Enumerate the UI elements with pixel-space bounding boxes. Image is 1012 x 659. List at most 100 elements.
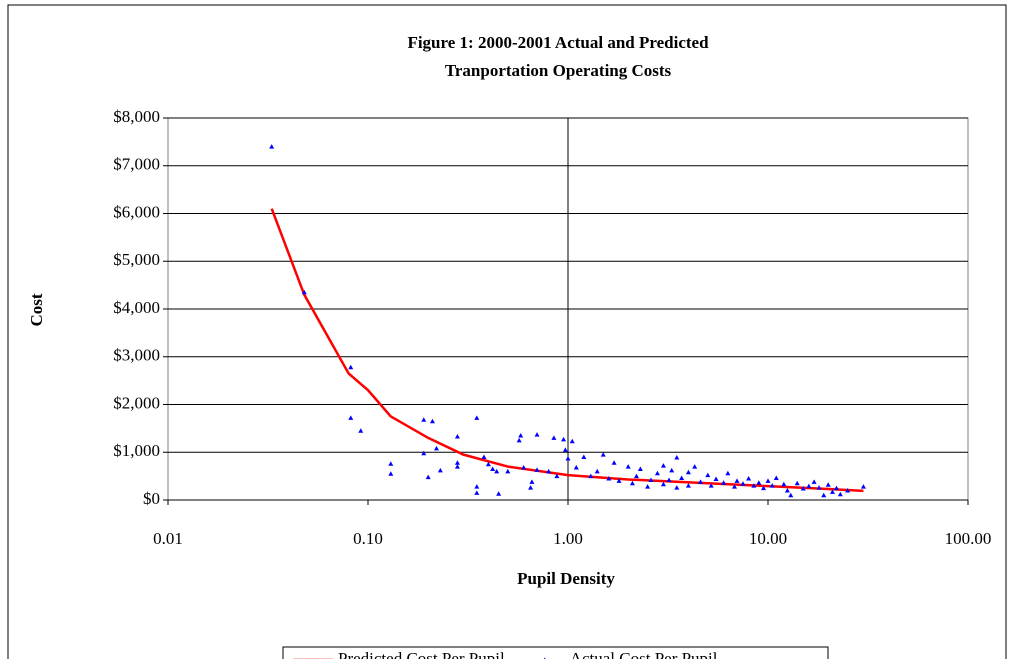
scatter-point bbox=[773, 475, 779, 481]
scatter-point bbox=[800, 486, 806, 491]
legend-label: Predicted Cost Per Pupil bbox=[338, 649, 505, 659]
scatter-point bbox=[546, 468, 552, 474]
scatter-point bbox=[588, 473, 594, 479]
scatter-point bbox=[654, 470, 660, 476]
scatter-point bbox=[454, 464, 460, 469]
scatter-point bbox=[692, 464, 698, 469]
scatter-point bbox=[833, 485, 839, 491]
scatter-point bbox=[474, 490, 480, 495]
scatter-point bbox=[516, 437, 522, 443]
scatter-point bbox=[811, 479, 817, 484]
scatter-point bbox=[600, 452, 606, 457]
chart-title: Figure 1: 2000-2001 Actual and Predicted bbox=[407, 33, 709, 52]
y-tick-label: $3,000 bbox=[113, 346, 160, 365]
scatter-point bbox=[751, 483, 757, 488]
scatter-point bbox=[669, 467, 675, 473]
scatter-point bbox=[708, 483, 714, 488]
scatter-point bbox=[562, 447, 568, 452]
scatter-point bbox=[494, 468, 500, 474]
scatter-point bbox=[301, 289, 307, 295]
y-tick-label: $8,000 bbox=[113, 107, 160, 126]
scatter-point bbox=[740, 481, 746, 486]
scatter-point bbox=[756, 480, 762, 485]
y-tick-label: $2,000 bbox=[113, 393, 160, 412]
scatter-point bbox=[821, 492, 827, 498]
scatter-point bbox=[660, 463, 666, 468]
scatter-point bbox=[454, 433, 460, 439]
scatter-point bbox=[837, 491, 843, 497]
scatter-point bbox=[660, 481, 666, 487]
y-axis-label: Cost bbox=[27, 293, 46, 326]
scatter-point bbox=[474, 415, 480, 420]
x-tick-label: 0.01 bbox=[153, 529, 183, 548]
legend-box bbox=[282, 646, 829, 659]
y-tick-label: $6,000 bbox=[113, 202, 160, 221]
scatter-point bbox=[554, 473, 560, 479]
scatter-point bbox=[358, 428, 364, 433]
scatter-point bbox=[685, 469, 691, 475]
scatter-point bbox=[534, 432, 540, 437]
scatter-point bbox=[454, 460, 460, 465]
scatter-point bbox=[348, 415, 354, 420]
scatter-point bbox=[679, 475, 685, 481]
scatter-point bbox=[429, 418, 435, 424]
scatter-point bbox=[388, 471, 394, 476]
scatter-point bbox=[518, 433, 524, 438]
chart-title: Tranportation Operating Costs bbox=[445, 61, 672, 80]
scatter-point bbox=[769, 483, 775, 488]
scatter-point bbox=[481, 454, 487, 460]
scatter-point bbox=[725, 470, 731, 476]
scatter-point bbox=[734, 478, 740, 483]
x-tick-label: 10.00 bbox=[749, 529, 787, 548]
scatter-point bbox=[637, 466, 643, 471]
scatter-point bbox=[806, 483, 812, 489]
scatter-point bbox=[581, 454, 587, 460]
scatter-point bbox=[829, 489, 835, 494]
scatter-point bbox=[594, 468, 600, 474]
y-tick-label: $7,000 bbox=[113, 155, 160, 174]
predicted-line bbox=[270, 208, 864, 493]
scatter-point bbox=[825, 482, 831, 487]
legend-label: Actual Cost Per Pupil bbox=[570, 649, 718, 659]
scatter-point bbox=[388, 461, 394, 466]
scatter-point bbox=[490, 466, 496, 471]
scatter-point bbox=[788, 492, 794, 498]
scatter-point bbox=[674, 455, 680, 460]
scatter-point bbox=[765, 478, 771, 483]
scatter-point bbox=[732, 484, 738, 489]
scatter-point bbox=[713, 476, 719, 481]
scatter-point bbox=[529, 479, 535, 484]
scatter-point bbox=[674, 485, 680, 490]
scatter-point bbox=[698, 479, 704, 484]
x-tick-label: 1.00 bbox=[553, 529, 583, 548]
scatter-point bbox=[421, 450, 427, 456]
scatter-point bbox=[616, 478, 622, 483]
y-tick-label: $5,000 bbox=[113, 250, 160, 269]
scatter-point bbox=[629, 480, 635, 486]
y-tick-label: $1,000 bbox=[113, 441, 160, 460]
scatter-point bbox=[561, 436, 567, 442]
scatter-point bbox=[860, 484, 866, 489]
scatter-point bbox=[437, 467, 443, 473]
scatter-point bbox=[496, 491, 502, 496]
scatter-point bbox=[348, 364, 354, 370]
scatter-point bbox=[433, 445, 439, 451]
scatter-point bbox=[721, 480, 727, 485]
scatter-point bbox=[761, 485, 767, 491]
scatter-point bbox=[269, 144, 275, 149]
scatter-point bbox=[685, 483, 691, 488]
scatter-point bbox=[781, 481, 787, 487]
scatter-point bbox=[816, 485, 822, 490]
scatter-point bbox=[705, 472, 711, 478]
scatter-point bbox=[551, 435, 557, 440]
scatter-point bbox=[611, 460, 617, 465]
scatter-point bbox=[425, 474, 431, 480]
scatter-point bbox=[534, 467, 540, 472]
scatter-point bbox=[421, 417, 427, 422]
scatter-point bbox=[648, 477, 654, 482]
scatter-point bbox=[505, 468, 511, 474]
scatter-point bbox=[746, 476, 752, 481]
scatter-point bbox=[666, 477, 672, 482]
scatter-point bbox=[784, 487, 790, 493]
